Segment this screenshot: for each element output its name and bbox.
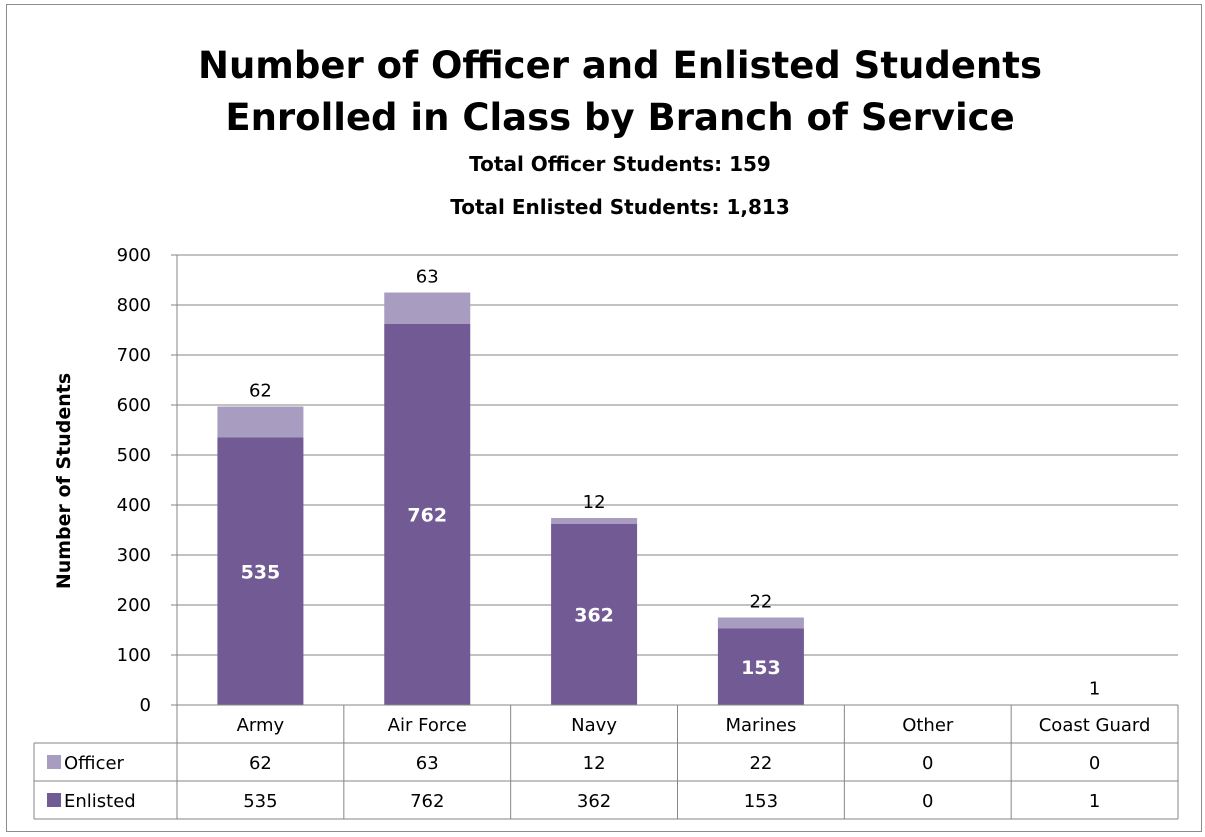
- bar-enlisted: [551, 524, 638, 705]
- chart-title-line-2: Enrolled in Class by Branch of Service: [225, 96, 1014, 139]
- data-label-officer: 62: [249, 381, 272, 402]
- x-category-label: Coast Guard: [1039, 715, 1151, 736]
- x-category-label: Army: [237, 715, 285, 736]
- y-tick-label: 700: [117, 345, 151, 366]
- y-tick-label: 400: [117, 495, 151, 516]
- table-cell: 0: [922, 791, 933, 812]
- y-tick-label: 0: [140, 695, 151, 716]
- y-tick-label: 600: [117, 395, 151, 416]
- y-tick-label: 200: [117, 595, 151, 616]
- table-cell: 63: [416, 753, 439, 774]
- chart-title-line-1: Number of Officer and Enlisted Students: [198, 44, 1042, 87]
- x-category-label: Navy: [571, 715, 617, 736]
- y-tick-label: 500: [117, 445, 151, 466]
- bar-enlisted: [217, 437, 304, 705]
- bar-officer: [217, 406, 304, 438]
- table-cell: 12: [583, 753, 606, 774]
- chart-subtitle-officer-total: Total Officer Students: 159: [469, 152, 771, 176]
- bar-officer: [717, 617, 804, 629]
- bar-officer: [551, 518, 638, 524]
- table-cell: 0: [1089, 753, 1100, 774]
- data-label-officer: 22: [749, 592, 772, 613]
- table-cell: 22: [749, 753, 772, 774]
- data-label-enlisted: 762: [407, 505, 447, 527]
- y-tick-label: 800: [117, 295, 151, 316]
- table-cell: 1: [1089, 791, 1100, 812]
- data-label-officer: 63: [416, 267, 439, 288]
- y-tick-label: 100: [117, 645, 151, 666]
- table-cell: 762: [410, 791, 444, 812]
- y-tick-label: 900: [117, 245, 151, 266]
- chart-subtitle-enlisted-total: Total Enlisted Students: 1,813: [450, 195, 790, 219]
- table-legend-key: [47, 755, 61, 769]
- table-row-name: Enlisted: [64, 791, 136, 812]
- table-row-name: Officer: [64, 753, 125, 774]
- table-legend-key: [47, 793, 61, 807]
- table-cell: 0: [922, 753, 933, 774]
- data-label-enlisted: 362: [574, 605, 614, 627]
- data-labels: 535 62 762 63 362 12 153 22 1: [241, 267, 1101, 700]
- bars: [217, 292, 1138, 705]
- data-table: Army Air Force Navy Marines Other Coast Guard…: [33, 705, 1179, 820]
- x-category-label: Air Force: [388, 715, 467, 736]
- data-label-enlisted: 153: [741, 657, 781, 679]
- data-label-enlisted: 535: [241, 561, 281, 583]
- table-cell: 62: [249, 753, 272, 774]
- table-cell: 362: [577, 791, 611, 812]
- bar-officer: [384, 292, 471, 324]
- y-axis-label: Number of Students: [53, 373, 75, 589]
- bar-enlisted: [717, 628, 804, 705]
- data-label-officer: 1: [1089, 679, 1100, 700]
- data-label-officer: 12: [583, 492, 606, 513]
- x-category-label: Marines: [726, 715, 797, 736]
- y-tick-label: 300: [117, 545, 151, 566]
- table-cell: 153: [744, 791, 778, 812]
- table-cell: 535: [243, 791, 277, 812]
- gridlines: [177, 254, 1178, 656]
- x-category-label: Other: [902, 715, 954, 736]
- bar-enlisted: [384, 324, 471, 705]
